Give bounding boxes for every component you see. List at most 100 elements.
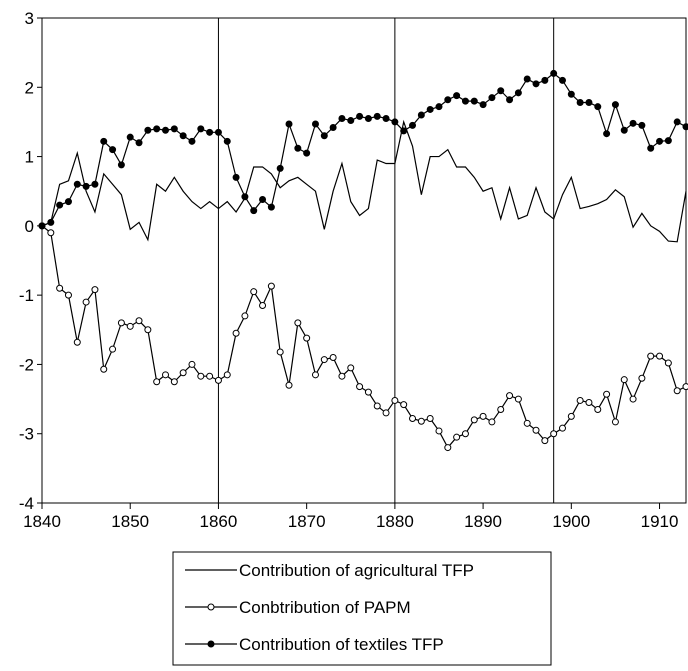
data-point: [585, 399, 593, 407]
data-point: [373, 402, 381, 410]
data-point: [603, 130, 611, 138]
data-point: [117, 161, 125, 169]
data-point: [620, 126, 628, 134]
data-point: [656, 352, 664, 360]
data-point: [206, 372, 214, 380]
data-point: [611, 101, 619, 109]
data-point: [567, 90, 575, 98]
data-point: [532, 80, 540, 88]
data-point: [364, 114, 372, 122]
data-point: [435, 103, 443, 111]
data-point: [629, 395, 637, 403]
data-point: [241, 193, 249, 201]
data-point: [506, 392, 514, 400]
data-point: [64, 291, 72, 299]
data-point: [250, 207, 258, 215]
data-point: [347, 364, 355, 372]
data-point: [100, 137, 108, 145]
data-point: [109, 146, 117, 154]
data-point: [373, 112, 381, 120]
data-point: [541, 437, 549, 445]
data-point: [232, 173, 240, 181]
data-point: [391, 396, 399, 404]
data-point: [56, 284, 64, 292]
data-point: [126, 322, 134, 330]
data-point: [320, 356, 328, 364]
data-point: [73, 180, 81, 188]
data-point: [409, 121, 417, 129]
data-point: [664, 359, 672, 367]
data-point: [188, 137, 196, 145]
data-point: [47, 218, 55, 226]
data-point: [435, 427, 443, 435]
data-point: [647, 144, 655, 152]
data-point: [197, 372, 205, 380]
data-point: [259, 302, 267, 310]
data-point: [426, 105, 434, 113]
data-point: [382, 409, 390, 417]
data-point: [541, 76, 549, 84]
plot-frame: [41, 17, 687, 504]
data-point: [82, 298, 90, 306]
series-line: [41, 119, 687, 243]
y-tick-label: 3: [25, 9, 34, 28]
data-point: [664, 137, 672, 145]
data-point: [223, 371, 231, 379]
y-tick-label: 0: [25, 217, 34, 236]
data-point: [497, 87, 505, 95]
data-point: [179, 132, 187, 140]
y-tick-label: -4: [19, 494, 34, 513]
data-point: [673, 387, 681, 395]
x-tick-label: 1870: [288, 512, 326, 531]
data-point: [311, 371, 319, 379]
data-point: [576, 99, 584, 107]
data-point: [223, 137, 231, 145]
data-point: [550, 69, 558, 77]
data-point: [585, 99, 593, 107]
data-point: [56, 201, 64, 209]
data-point: [488, 94, 496, 102]
data-point: [267, 203, 275, 211]
data-point: [479, 412, 487, 420]
data-point: [682, 123, 688, 131]
data-point: [73, 338, 81, 346]
data-point: [673, 118, 681, 126]
data-point: [188, 360, 196, 368]
data-point: [470, 97, 478, 105]
data-point: [356, 112, 364, 120]
data-point: [91, 286, 99, 294]
data-point: [656, 137, 664, 145]
data-point: [497, 405, 505, 413]
data-point: [294, 144, 302, 152]
legend-label: Contribution of textiles TFP: [239, 635, 444, 654]
data-point: [400, 401, 408, 409]
data-point: [109, 345, 117, 353]
data-point: [682, 383, 688, 391]
data-point: [382, 114, 390, 122]
data-point: [91, 180, 99, 188]
data-point: [214, 128, 222, 136]
series-line: [41, 225, 687, 449]
data-point: [523, 419, 531, 427]
data-point: [311, 120, 319, 128]
legend-label: Contribution of agricultural TFP: [239, 561, 474, 580]
data-point: [338, 372, 346, 380]
data-point: [47, 229, 55, 237]
y-tick-label: -2: [19, 355, 34, 374]
data-point: [558, 76, 566, 84]
data-point: [417, 111, 425, 119]
data-point: [523, 75, 531, 83]
data-point: [206, 128, 214, 136]
x-tick-label: 1910: [641, 512, 679, 531]
data-point: [250, 288, 258, 296]
data-point: [162, 371, 170, 379]
x-tick-label: 1900: [552, 512, 590, 531]
data-point: [117, 319, 125, 327]
data-point: [391, 118, 399, 126]
data-point: [506, 96, 514, 104]
y-tick-label: 2: [25, 78, 34, 97]
data-point: [444, 96, 452, 104]
data-point: [303, 149, 311, 157]
data-point: [259, 196, 267, 204]
